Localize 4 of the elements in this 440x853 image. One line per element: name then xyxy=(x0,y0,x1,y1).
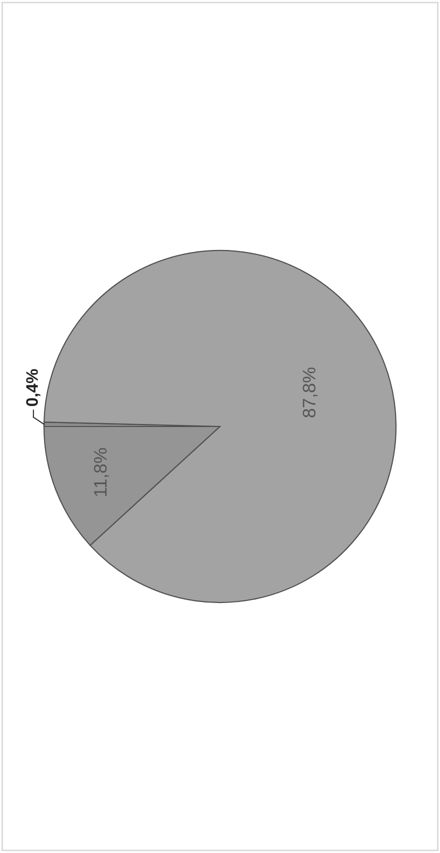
data-label: 11,8% xyxy=(94,448,109,496)
pie-slice xyxy=(44,250,397,604)
data-label: 0,4% xyxy=(26,369,40,406)
data-label: 87,8% xyxy=(302,368,318,418)
